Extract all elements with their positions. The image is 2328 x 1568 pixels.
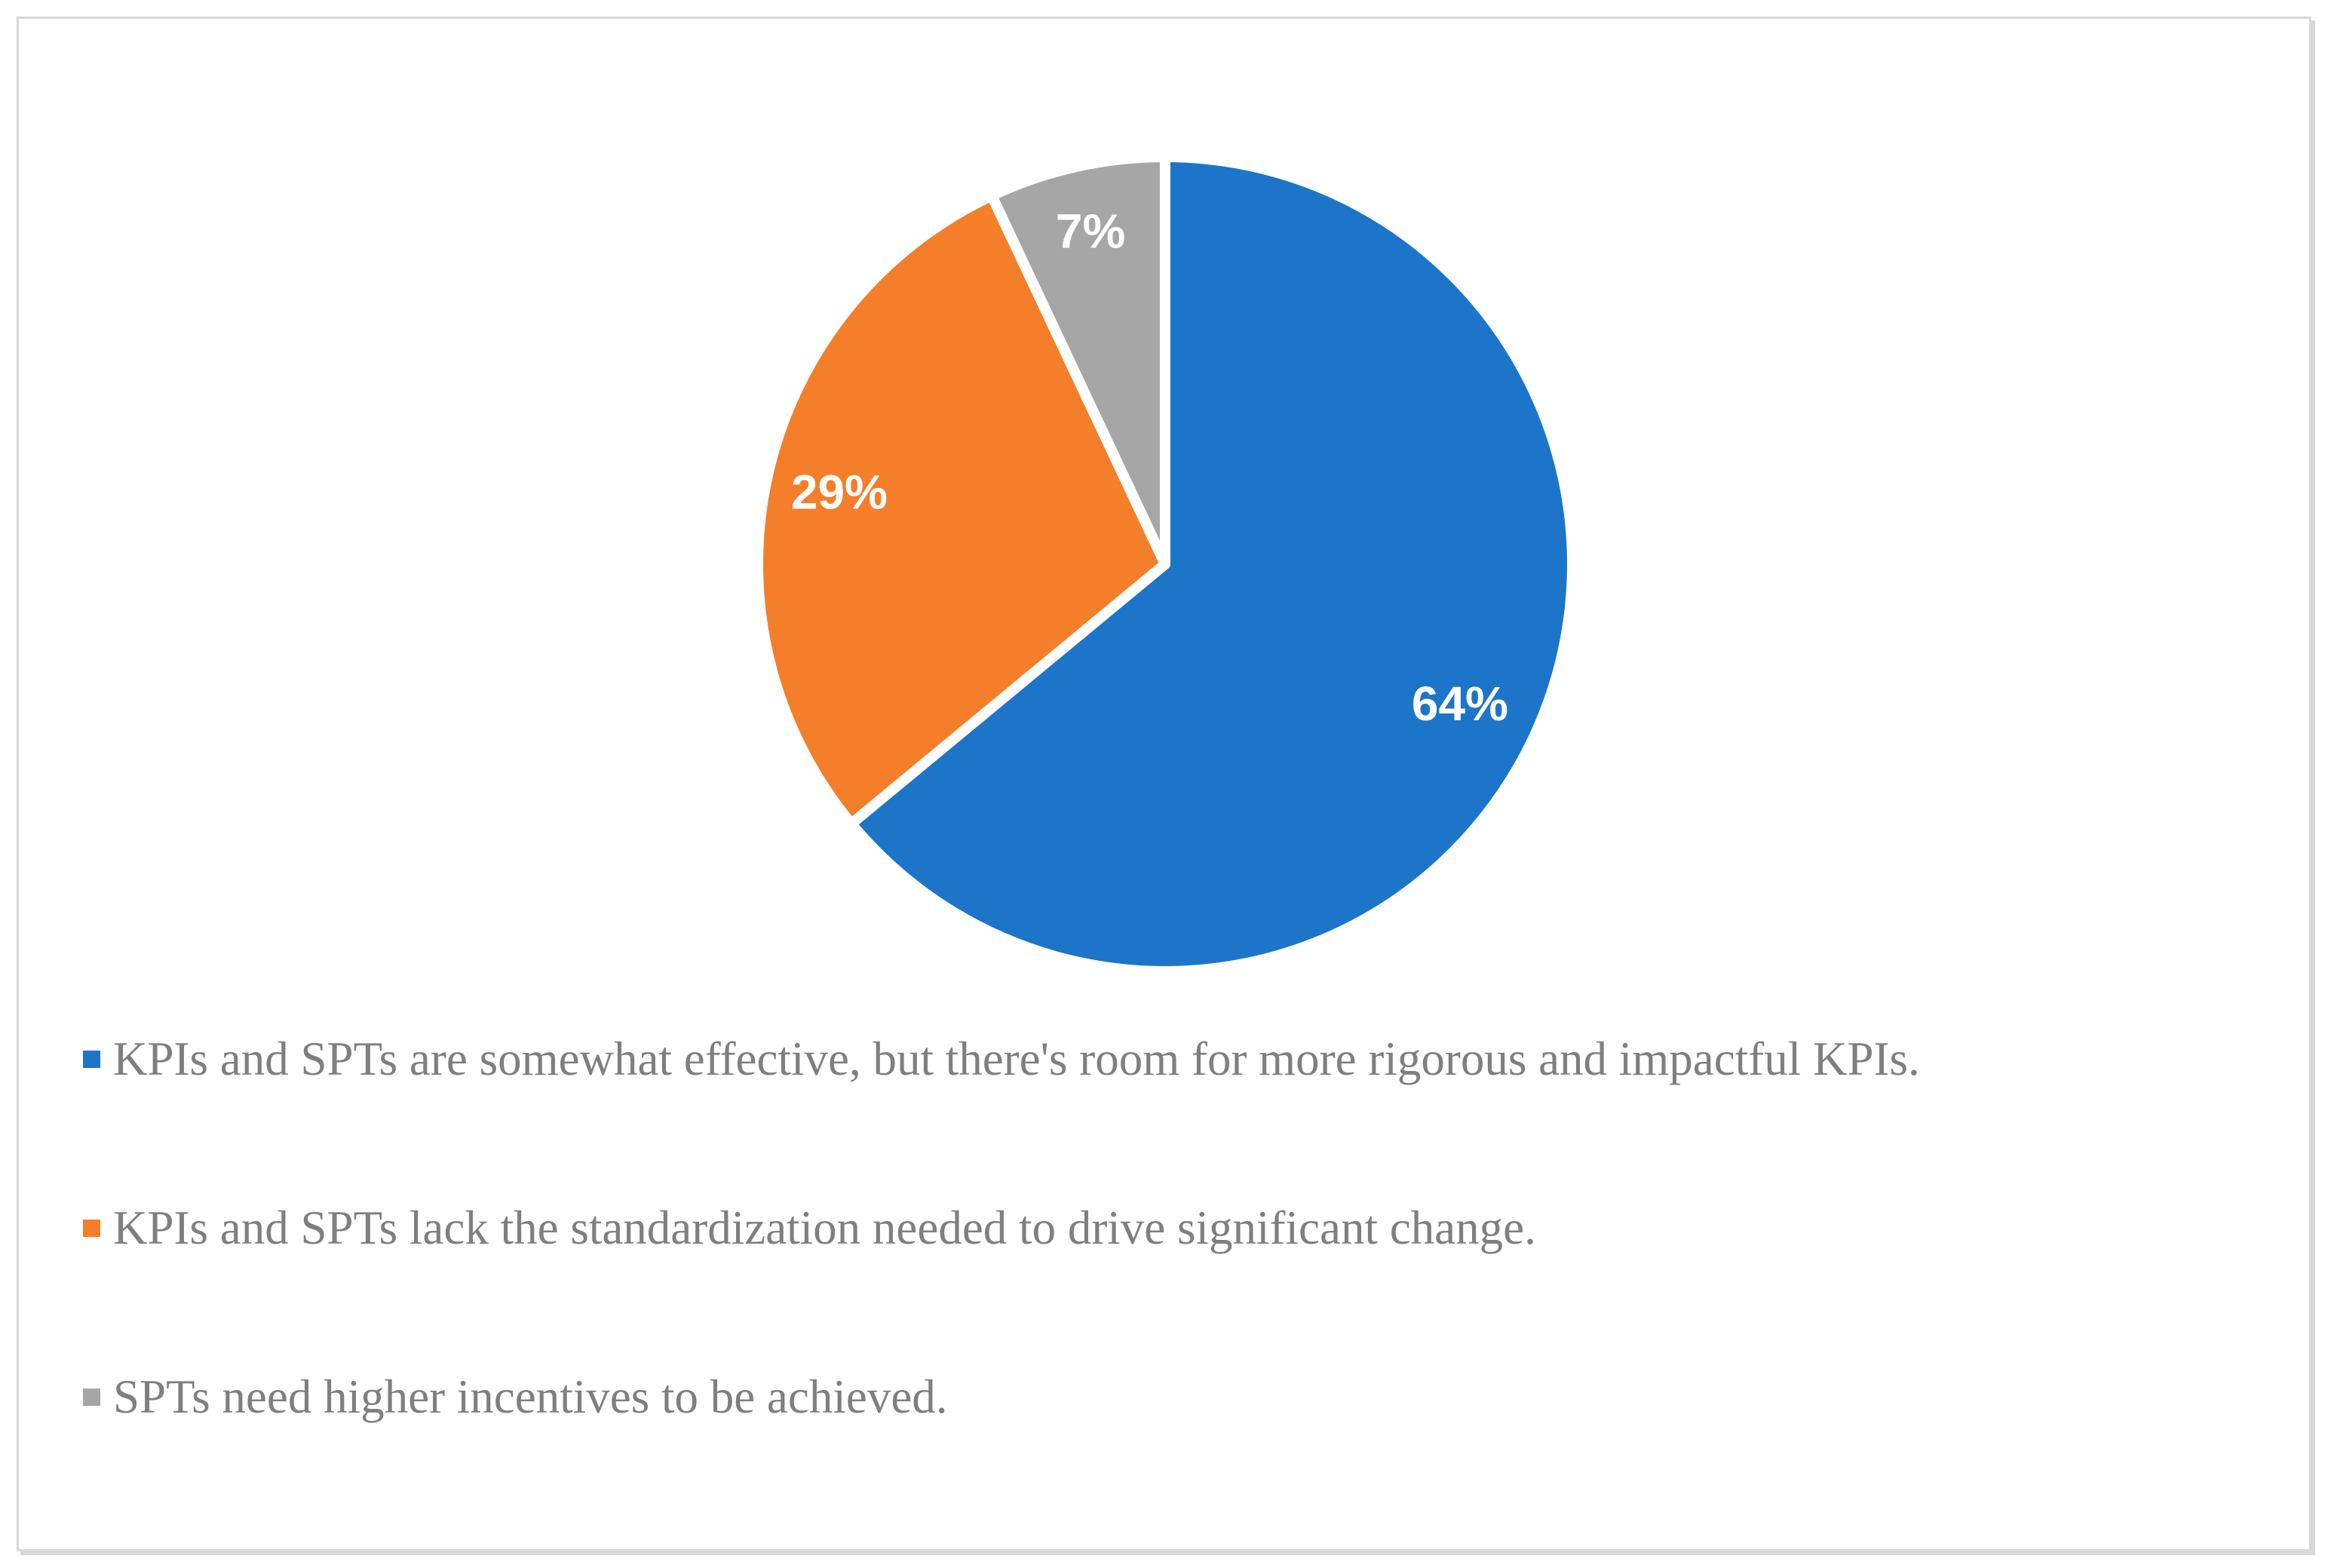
pie-data-label-1: 29%: [791, 465, 888, 519]
legend-label-gray: SPTs need higher incentives to be achiev…: [113, 1370, 948, 1423]
pie-data-label-2: 7%: [1056, 204, 1126, 258]
legend-label-orange: KPIs and SPTs lack the standardization n…: [113, 1201, 1536, 1254]
legend-marker-orange: [83, 1219, 100, 1237]
legend-item-blue: KPIs and SPTs are somewhat effective, bu…: [83, 1023, 1920, 1095]
legend-marker-gray: [83, 1388, 100, 1406]
legend-item-orange: KPIs and SPTs lack the standardization n…: [83, 1192, 1536, 1264]
legend-item-gray: SPTs need higher incentives to be achiev…: [83, 1361, 948, 1433]
legend-label-blue: KPIs and SPTs are somewhat effective, bu…: [113, 1033, 1920, 1085]
pie-slice-2: [986, 152, 1170, 569]
pie-data-label-0: 64%: [1412, 677, 1508, 731]
pie-slice-0: [845, 152, 1578, 977]
legend-marker-blue: [83, 1050, 100, 1068]
